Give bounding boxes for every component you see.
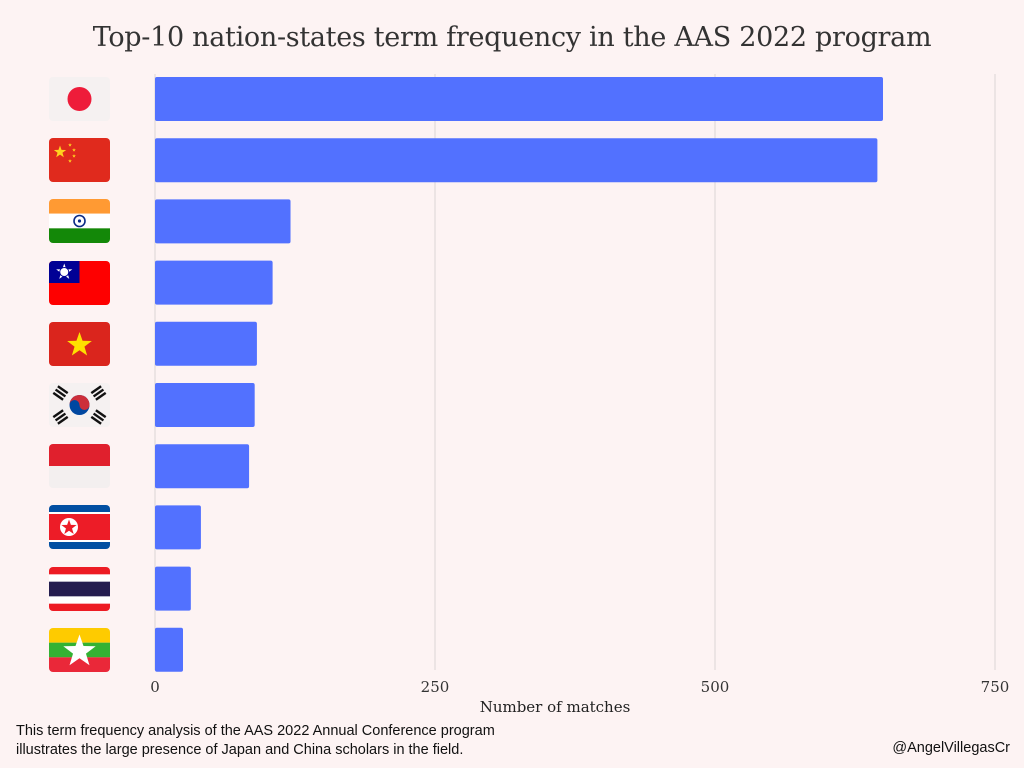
bar-india [155, 199, 291, 244]
author-credit: @AngelVillegasCr [892, 740, 1010, 756]
bar-thailand [155, 566, 191, 611]
bar-vietnam [155, 321, 257, 366]
caption-line-1: This term frequency analysis of the AAS … [16, 723, 495, 739]
x-tick-label: 0 [150, 678, 160, 696]
flag-vietnam-icon [49, 322, 110, 366]
chart-title: Top-10 nation-states term frequency in t… [92, 22, 932, 53]
x-axis-label: Number of matches [480, 698, 631, 716]
flag-thailand-icon [49, 567, 110, 611]
flag-north-korea-icon [49, 505, 110, 549]
bar-south-korea [155, 383, 255, 427]
flag-column [49, 77, 110, 672]
x-axis-ticks: 0 250 500 750 [150, 678, 1009, 696]
flag-myanmar-icon [49, 628, 110, 672]
x-tick-label: 750 [981, 678, 1010, 696]
bar-japan [155, 77, 883, 121]
bar-north-korea [155, 505, 201, 550]
bar-myanmar [155, 627, 183, 672]
flag-japan-icon [49, 77, 110, 121]
bar-china [155, 138, 878, 183]
caption-line-2: illustrates the large presence of Japan … [16, 742, 464, 758]
bar-taiwan [155, 260, 273, 305]
flag-china-icon [49, 138, 110, 182]
flag-taiwan-icon [49, 261, 110, 305]
flag-india-icon [49, 199, 110, 243]
x-tick-label: 250 [421, 678, 450, 696]
bar-indonesia [155, 444, 250, 489]
flag-south-korea-icon [49, 383, 110, 427]
bar-series [155, 77, 883, 672]
caption: This term frequency analysis of the AAS … [16, 722, 636, 760]
x-tick-label: 500 [701, 678, 730, 696]
flag-indonesia-icon [49, 444, 110, 488]
